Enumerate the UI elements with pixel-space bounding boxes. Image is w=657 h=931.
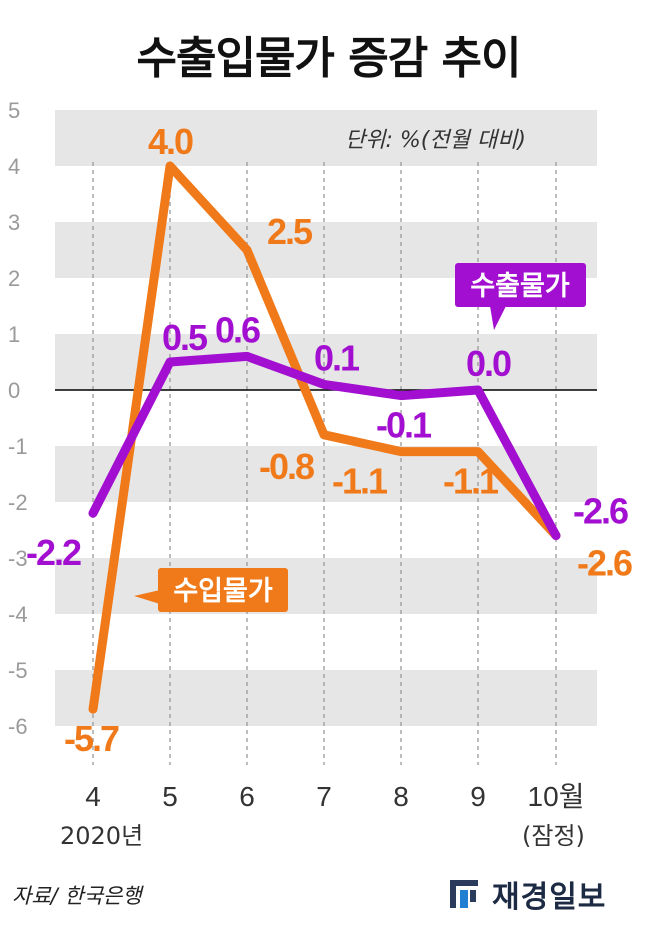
y-tick-label: 2 bbox=[8, 266, 20, 291]
import-data-label: 2.5 bbox=[267, 211, 313, 252]
x-tick-label: 4 bbox=[85, 781, 101, 812]
x-tick-label: 8 bbox=[393, 781, 409, 812]
import-series-line bbox=[88, 161, 561, 714]
import-data-label: -0.8 bbox=[259, 446, 314, 487]
x-tick-label: 7 bbox=[316, 781, 332, 812]
x-last-note: (잠정) bbox=[522, 822, 585, 850]
import-data-label: 4.0 bbox=[148, 121, 193, 162]
chart-title: 수출입물가 증감 추이 bbox=[136, 33, 522, 84]
import-data-label: -1.1 bbox=[443, 461, 499, 502]
import-legend-box bbox=[158, 568, 288, 612]
x-tick-label: 6 bbox=[239, 781, 255, 812]
x-tick-label: 10월 bbox=[528, 781, 585, 812]
y-tick-label: 0 bbox=[8, 378, 20, 403]
brand-logo: 재경일보 bbox=[448, 872, 606, 916]
brand-name: 재경일보 bbox=[492, 880, 607, 915]
x-year-label: 2020년 bbox=[60, 822, 144, 850]
export-data-label: 0.5 bbox=[162, 317, 208, 358]
export-legend-label: 수출물가 bbox=[470, 271, 570, 301]
import-legend-pointer bbox=[134, 590, 160, 604]
export-series-line bbox=[88, 351, 561, 541]
export-data-label: 0.6 bbox=[215, 309, 260, 350]
source-label: 자료/ 한국은행 bbox=[12, 884, 142, 908]
import-data-label: -5.7 bbox=[64, 718, 119, 759]
y-tick-label: -4 bbox=[8, 602, 28, 627]
export-data-label: -0.1 bbox=[376, 405, 432, 446]
y-tick-label: 1 bbox=[8, 322, 20, 347]
x-tick-label: 5 bbox=[162, 781, 178, 812]
y-tick-label: 4 bbox=[8, 154, 20, 179]
export-data-label: -2.6 bbox=[573, 491, 628, 532]
export-data-label: 0.0 bbox=[466, 343, 511, 384]
import-data-label: -1.1 bbox=[332, 461, 388, 502]
export-legend-pointer bbox=[490, 306, 506, 330]
y-tick-label: 3 bbox=[8, 210, 20, 235]
y-tick-label: 5 bbox=[8, 98, 20, 123]
export-data-label: -2.2 bbox=[26, 532, 81, 573]
grid-band bbox=[55, 110, 597, 166]
y-tick-label: -3 bbox=[8, 546, 28, 571]
grid-band bbox=[55, 670, 597, 726]
grid-band bbox=[55, 558, 597, 614]
y-tick-label: -5 bbox=[8, 658, 28, 683]
y-tick-label: -1 bbox=[8, 434, 28, 459]
import-data-label: -2.6 bbox=[577, 543, 632, 584]
grid-band bbox=[55, 446, 597, 502]
y-tick-label: -2 bbox=[8, 490, 28, 515]
y-tick-label: -6 bbox=[8, 714, 28, 739]
import-legend-label: 수입물가 bbox=[173, 576, 273, 606]
brand-logo-icon bbox=[448, 876, 484, 912]
unit-label: 단위: %(전월 대비) bbox=[345, 128, 526, 153]
export-legend-box bbox=[455, 263, 586, 307]
export-data-label: 0.1 bbox=[314, 337, 360, 378]
x-tick-label: 9 bbox=[470, 781, 486, 812]
